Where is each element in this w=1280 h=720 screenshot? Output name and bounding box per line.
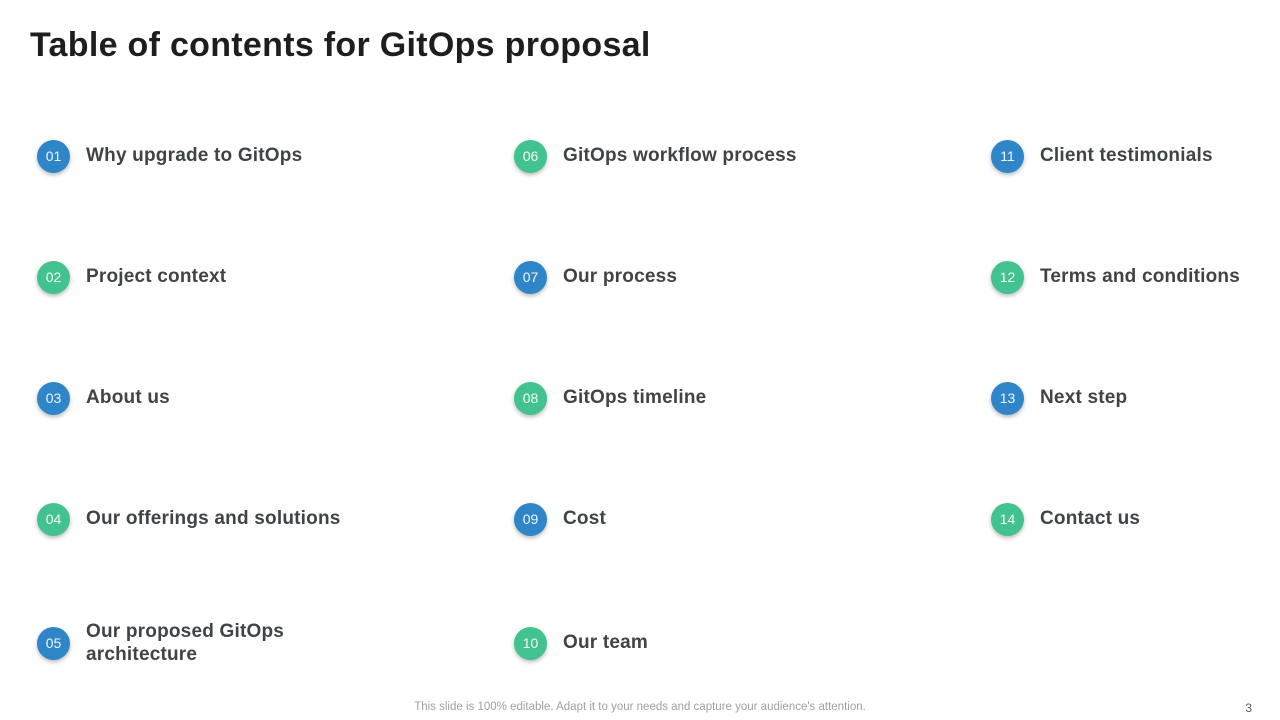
toc-column-1: 01 Why upgrade to GitOps 02 Project context… <box>37 0 457 720</box>
slide-title[interactable]: Table of contents for GitOps proposal <box>30 26 651 64</box>
toc-item-label: Next step <box>1040 387 1128 409</box>
toc-item-label: About us <box>86 387 170 409</box>
toc-item-12[interactable]: 12 Terms and conditions <box>991 253 1240 301</box>
number-badge-icon: 13 <box>991 381 1024 415</box>
toc-item-label: Project context <box>86 266 227 288</box>
number-badge-icon: 03 <box>37 381 70 415</box>
number-badge-icon: 11 <box>991 139 1024 173</box>
toc-item-09[interactable]: 09 Cost <box>514 495 606 543</box>
toc-item-02[interactable]: 02 Project context <box>37 253 226 301</box>
toc-column-3: 11 Client testimonials 12 Terms and conditi… <box>991 0 1280 720</box>
number-badge-icon: 02 <box>37 260 70 294</box>
toc-item-08[interactable]: 08 GitOps timeline <box>514 374 706 422</box>
number-badge-icon: 07 <box>514 260 547 294</box>
toc-item-label: Cost <box>563 508 607 530</box>
toc-column-2: 06 GitOps workflow process 07 Our process 08… <box>514 0 934 720</box>
toc-item-04[interactable]: 04 Our offerings and solutions <box>37 495 341 543</box>
number-badge-icon: 14 <box>991 502 1024 536</box>
number-badge-icon: 10 <box>514 626 547 660</box>
toc-item-label: Contact us <box>1040 508 1141 530</box>
number-badge-icon: 01 <box>37 139 70 173</box>
number-badge-icon: 09 <box>514 502 547 536</box>
toc-item-label: GitOps workflow process <box>563 145 797 167</box>
toc-item-07[interactable]: 07 Our process <box>514 253 677 301</box>
number-badge-icon: 06 <box>514 139 547 173</box>
toc-item-14[interactable]: 14 Contact us <box>991 495 1140 543</box>
toc-item-label: Our proposed GitOps architecture <box>86 620 285 665</box>
toc-item-03[interactable]: 03 About us <box>37 374 170 422</box>
toc-item-label: Why upgrade to GitOps <box>86 145 303 167</box>
toc-item-13[interactable]: 13 Next step <box>991 374 1127 422</box>
toc-item-label: Our team <box>563 632 649 654</box>
toc-item-06[interactable]: 06 GitOps workflow process <box>514 132 797 180</box>
toc-item-label: Terms and conditions <box>1040 266 1241 288</box>
toc-item-label: Our offerings and solutions <box>86 508 341 530</box>
toc-item-label: Our process <box>563 266 678 288</box>
toc-item-label: GitOps timeline <box>563 387 707 409</box>
toc-item-11[interactable]: 11 Client testimonials <box>991 132 1213 180</box>
number-badge-icon: 12 <box>991 260 1024 294</box>
toc-item-01[interactable]: 01 Why upgrade to GitOps <box>37 132 302 180</box>
toc-item-label: Client testimonials <box>1040 145 1213 167</box>
number-badge-icon: 08 <box>514 381 547 415</box>
toc-item-05[interactable]: 05 Our proposed GitOps architecture <box>37 619 284 667</box>
toc-item-10[interactable]: 10 Our team <box>514 619 648 667</box>
number-badge-icon: 05 <box>37 626 70 660</box>
footer-note: This slide is 100% editable. Adapt it to… <box>414 701 866 713</box>
page-number: 3 <box>1245 701 1252 715</box>
number-badge-icon: 04 <box>37 502 70 536</box>
